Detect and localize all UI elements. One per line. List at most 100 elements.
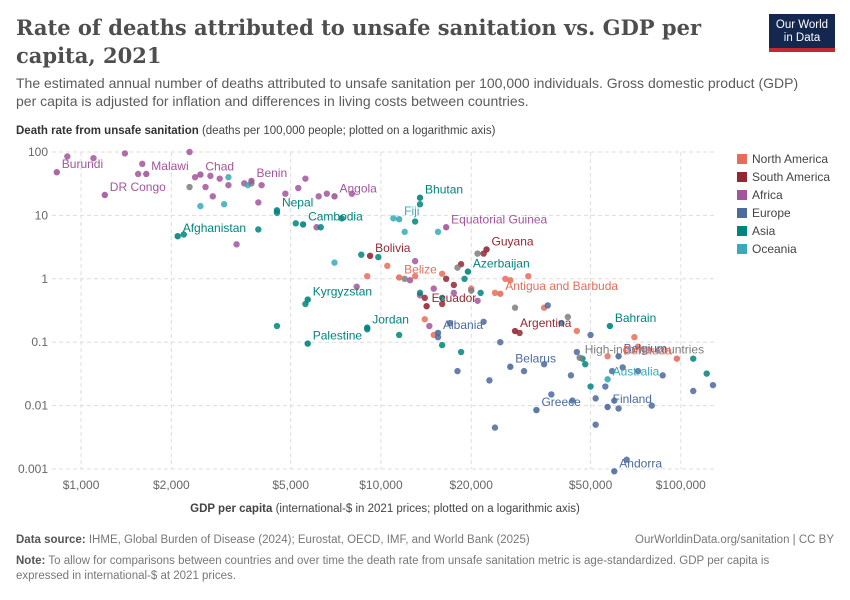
data-point[interactable] bbox=[90, 154, 97, 162]
data-point[interactable] bbox=[468, 287, 475, 294]
data-point[interactable] bbox=[180, 231, 187, 238]
data-point[interactable] bbox=[461, 275, 468, 282]
data-point[interactable] bbox=[486, 377, 493, 384]
data-point[interactable] bbox=[648, 402, 655, 409]
data-point[interactable] bbox=[295, 184, 302, 192]
data-point[interactable] bbox=[592, 395, 599, 402]
data-point[interactable] bbox=[544, 302, 551, 309]
data-point-bermuda[interactable] bbox=[673, 355, 681, 362]
data-point-malawi[interactable] bbox=[143, 170, 150, 178]
data-point[interactable] bbox=[446, 319, 454, 327]
data-point[interactable] bbox=[421, 294, 428, 302]
data-point[interactable] bbox=[401, 275, 408, 282]
data-point[interactable] bbox=[659, 372, 666, 379]
data-point[interactable] bbox=[592, 421, 599, 428]
owid-logo[interactable]: Our World in Data bbox=[769, 14, 835, 52]
data-point[interactable] bbox=[480, 318, 487, 325]
data-point[interactable] bbox=[690, 355, 697, 362]
data-point[interactable] bbox=[348, 190, 356, 197]
data-point[interactable] bbox=[497, 339, 504, 346]
legend-label-south-america[interactable]: South America bbox=[752, 170, 830, 184]
legend-swatch-north-america[interactable] bbox=[737, 154, 747, 164]
data-point[interactable] bbox=[573, 327, 581, 335]
legend-swatch-europe[interactable] bbox=[737, 208, 747, 218]
data-point[interactable] bbox=[582, 360, 589, 368]
data-point[interactable] bbox=[353, 283, 360, 290]
legend-label-asia[interactable]: Asia bbox=[752, 224, 776, 238]
legend-label-north-america[interactable]: North America bbox=[752, 152, 828, 166]
data-point-afghanistan[interactable] bbox=[174, 232, 181, 240]
data-point[interactable] bbox=[202, 183, 209, 191]
data-point[interactable] bbox=[426, 322, 433, 330]
data-point[interactable] bbox=[634, 367, 642, 375]
data-point-azerbaijan[interactable] bbox=[464, 268, 472, 275]
data-point[interactable] bbox=[548, 391, 555, 398]
data-point[interactable] bbox=[421, 316, 428, 323]
legend-swatch-asia[interactable] bbox=[737, 226, 747, 236]
data-point[interactable] bbox=[258, 181, 265, 189]
legend-label-oceania[interactable]: Oceania bbox=[752, 242, 797, 256]
data-point-bhutan[interactable] bbox=[416, 194, 424, 201]
data-point[interactable] bbox=[191, 174, 199, 181]
data-point-equatorial-guinea[interactable] bbox=[442, 224, 450, 231]
data-point-fiji[interactable] bbox=[395, 216, 403, 223]
data-point[interactable] bbox=[709, 381, 717, 389]
data-point[interactable] bbox=[520, 367, 528, 375]
data-point[interactable] bbox=[457, 348, 465, 356]
data-point-greece[interactable] bbox=[533, 406, 540, 414]
data-point-ecuador[interactable] bbox=[423, 302, 430, 310]
data-point-cambodia[interactable] bbox=[299, 221, 307, 228]
data-point[interactable] bbox=[619, 364, 626, 371]
data-point[interactable] bbox=[474, 250, 481, 257]
data-point[interactable] bbox=[587, 331, 594, 339]
data-point[interactable] bbox=[233, 241, 240, 248]
data-point[interactable] bbox=[395, 331, 403, 339]
data-point[interactable] bbox=[502, 275, 509, 282]
data-point[interactable] bbox=[615, 405, 622, 412]
legend-swatch-africa[interactable] bbox=[737, 190, 747, 200]
data-point[interactable] bbox=[209, 193, 217, 200]
data-point[interactable] bbox=[631, 333, 638, 341]
data-point[interactable] bbox=[567, 372, 575, 379]
legend-swatch-south-america[interactable] bbox=[737, 172, 747, 182]
data-point[interactable] bbox=[438, 341, 446, 349]
data-point[interactable] bbox=[434, 228, 442, 236]
data-point[interactable] bbox=[703, 370, 710, 377]
data-point[interactable] bbox=[411, 218, 419, 225]
data-point[interactable] bbox=[511, 304, 519, 311]
data-point[interactable] bbox=[390, 215, 397, 222]
data-point[interactable] bbox=[64, 153, 71, 160]
data-point[interactable] bbox=[255, 199, 262, 206]
data-point-belize[interactable] bbox=[395, 274, 403, 281]
data-point[interactable] bbox=[416, 289, 424, 297]
data-point[interactable] bbox=[197, 202, 204, 210]
data-point-andorra[interactable] bbox=[611, 468, 618, 475]
data-point-antigua-and-barbuda[interactable] bbox=[497, 290, 504, 297]
data-point[interactable] bbox=[491, 289, 499, 297]
legend-swatch-oceania[interactable] bbox=[737, 244, 747, 254]
data-point-guyana[interactable] bbox=[483, 246, 490, 253]
data-point[interactable] bbox=[623, 456, 630, 463]
data-point-belgium[interactable] bbox=[615, 353, 622, 360]
data-point[interactable] bbox=[558, 319, 565, 327]
data-point[interactable] bbox=[491, 424, 499, 431]
data-point-angola[interactable] bbox=[331, 193, 338, 200]
data-point[interactable] bbox=[255, 226, 262, 233]
data-point-benin[interactable] bbox=[248, 177, 255, 185]
data-point[interactable] bbox=[602, 383, 609, 390]
data-point-dr-congo[interactable] bbox=[101, 191, 109, 199]
data-point[interactable] bbox=[411, 257, 419, 265]
data-point-kyrgyzstan[interactable] bbox=[304, 296, 311, 303]
data-point-argentina[interactable] bbox=[511, 327, 519, 335]
data-point[interactable] bbox=[525, 272, 532, 280]
data-point[interactable] bbox=[438, 294, 446, 302]
data-point[interactable] bbox=[331, 259, 338, 266]
data-point[interactable] bbox=[225, 181, 232, 189]
data-point[interactable] bbox=[375, 253, 382, 261]
data-point[interactable] bbox=[540, 360, 548, 368]
data-point[interactable] bbox=[454, 367, 461, 375]
data-point-jordan[interactable] bbox=[364, 324, 371, 331]
data-point[interactable] bbox=[364, 272, 371, 280]
source-url[interactable]: OurWorldinData.org/sanitation | CC BY bbox=[635, 534, 834, 546]
data-point-bolivia[interactable] bbox=[366, 252, 374, 260]
